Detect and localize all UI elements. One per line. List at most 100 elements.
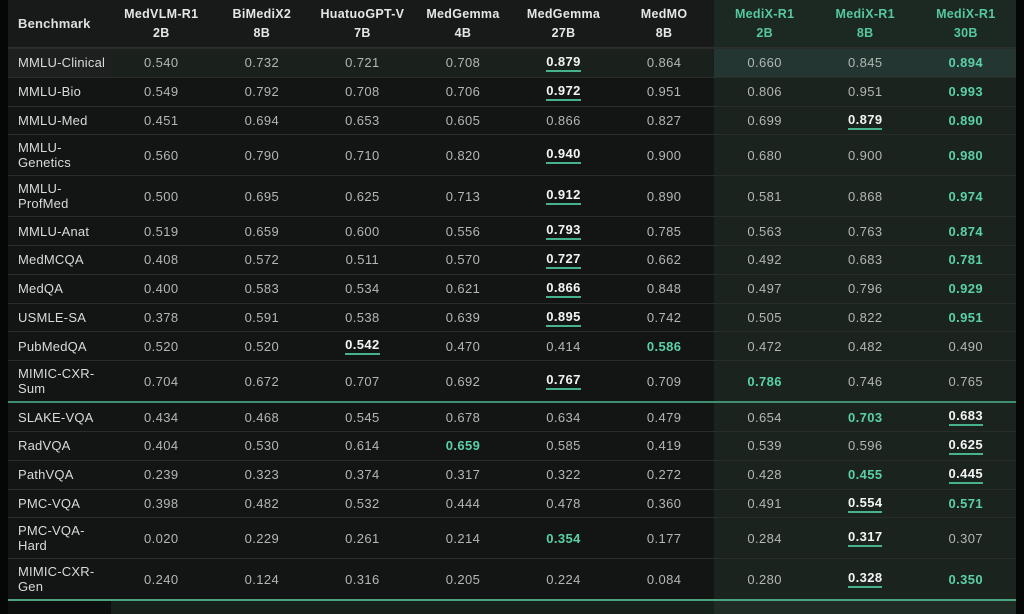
table-row-usmle-sa[interactable]: USMLE-SA 0.378 0.591 0.538 0.639 0.895 0.742 0.… [8, 302, 1016, 332]
metric-cell: 0.709 [646, 373, 682, 389]
metric-cell: 0.539 [714, 431, 815, 460]
benchmark-label: PubMedQA [18, 338, 87, 354]
metric-cell: 0.980 [915, 135, 1016, 176]
table-row-medmcqa[interactable]: MedMCQA 0.408 0.572 0.511 0.570 0.727 0.662 0.4… [8, 244, 1016, 274]
metric-cell: 0.765 [915, 361, 1016, 402]
metric-cell: 0.354 [546, 530, 581, 546]
benchmark-label: MIMIC-CXR-Sum [18, 366, 95, 397]
metric-cell: 0.272 [646, 467, 682, 483]
metric-cell: 0.479 [646, 409, 682, 425]
metric-cell: 0.707 [345, 373, 380, 389]
table-row-mmlu-anat[interactable]: MMLU-Anat 0.519 0.659 0.600 0.556 0.793 0.785 0… [8, 216, 1016, 245]
table-row-pubmedqa[interactable]: PubMedQA 0.520 0.520 0.542 0.470 0.414 0.586 0.… [8, 331, 1016, 361]
benchmark-label: MMLU-Anat [18, 223, 90, 239]
table-row-mimic-cxr-gen[interactable]: MIMIC-CXR-Gen 0.240 0.124 0.316 0.205 0.224 0.… [8, 558, 1016, 600]
benchmark-cell: MMLU-Anat [8, 217, 111, 245]
second-best-value: 0.445 [948, 466, 984, 484]
metric-cell: 0.786 [714, 361, 815, 402]
benchmark-cell: SLAKE-VQA [8, 403, 111, 431]
metric-cell: 0.472 [714, 332, 815, 361]
second-best-value: 0.727 [546, 251, 581, 269]
table-row-pathvqa[interactable]: PathVQA 0.239 0.323 0.374 0.317 0.322 0.272 0.4… [8, 459, 1016, 489]
table-row-radvqa[interactable]: RadVQA 0.404 0.530 0.614 0.659 0.585 0.419 0.53… [8, 430, 1016, 460]
model-size: 4B [454, 25, 472, 40]
metric-cell: 0.845 [814, 49, 916, 77]
column-header-bimedix2-8b[interactable]: BiMediX2 8B [212, 0, 313, 47]
metric-cell: 0.470 [445, 338, 481, 354]
metric-cell: 0.511 [345, 252, 380, 268]
metric-cell: 0.378 [144, 310, 179, 326]
second-best-value: 0.879 [546, 54, 581, 72]
metric-cell: 0.491 [714, 489, 815, 518]
metric-cell: 0.732 [211, 49, 313, 77]
metric-cell: 0.827 [646, 113, 682, 129]
model-size: 8B [253, 25, 271, 40]
metric-cell: 0.545 [345, 409, 380, 425]
column-header-medmo-8b[interactable]: MedMO 8B [614, 0, 715, 47]
metric-cell: 0.307 [915, 518, 1016, 559]
metric-cell: 0.708 [412, 49, 514, 77]
table-row-mmlu-genetics[interactable]: MMLU-Genetics 0.560 0.790 0.710 0.820 0.940 0.… [8, 134, 1016, 176]
column-header-medvlm-r1-2b[interactable]: MedVLM-R1 2B [111, 0, 212, 47]
metric-cell: 0.205 [445, 571, 481, 587]
second-best-value: 0.683 [948, 408, 984, 427]
metric-cell: 0.974 [915, 176, 1016, 217]
metric-cell: 0.224 [546, 571, 581, 587]
metric-cell: 0.280 [714, 559, 815, 600]
metric-cell: 0.520 [244, 338, 280, 354]
table-row-mmlu-med[interactable]: MMLU-Med 0.451 0.694 0.653 0.605 0.866 0.827 0.… [8, 105, 1016, 135]
metric-cell: 0.662 [646, 252, 682, 268]
table-row-mmlu-clinical[interactable]: MMLU-Clinical 0.540 0.732 0.721 0.708 0.879 0.… [8, 48, 1016, 77]
metric-cell: 0.654 [714, 403, 815, 431]
second-best-value: 0.940 [546, 146, 581, 165]
cutoff-cell [714, 601, 815, 614]
metric-cell: 0.317 [814, 518, 916, 559]
column-header-medix-r1-2b[interactable]: MediX-R1 2B [714, 0, 815, 47]
column-header-medgemma-4b[interactable]: MedGemma 4B [413, 0, 514, 47]
metric-cell: 0.660 [714, 49, 815, 77]
table-row-mmlu-bio[interactable]: MMLU-Bio 0.549 0.792 0.708 0.706 0.972 0.951 0.… [8, 76, 1016, 106]
model-name: MediX-R1 [936, 6, 996, 21]
cutoff-cell [211, 601, 313, 614]
benchmark-table: Benchmark MedVLM-R1 2B BiMediX2 8B HuatuoGPT… [8, 0, 1016, 614]
metric-cell: 0.699 [714, 106, 815, 135]
metric-cell: 0.781 [915, 245, 1016, 274]
model-name: MediX-R1 [734, 6, 795, 21]
metric-cell: 0.583 [244, 281, 280, 297]
metric-cell: 0.710 [345, 147, 380, 163]
table-row-mmlu-profmed[interactable]: MMLU-ProfMed 0.500 0.695 0.625 0.713 0.912 0.8… [8, 175, 1016, 217]
table-row-pmc-vqa[interactable]: PMC-VQA 0.398 0.482 0.532 0.444 0.478 0.360 0.4… [8, 488, 1016, 518]
second-best-value: 0.767 [546, 372, 581, 391]
column-header-medix-r1-30b[interactable]: MediX-R1 30B [915, 0, 1016, 47]
metric-cell: 0.540 [111, 49, 212, 77]
second-best-value: 0.625 [948, 437, 984, 455]
benchmark-cell: MedMCQA [8, 246, 111, 274]
column-header-huatuogpt-v-7b[interactable]: HuatuoGPT-V 7B [312, 0, 413, 47]
table-row-mimic-cxr-sum[interactable]: MIMIC-CXR-Sum 0.704 0.672 0.707 0.692 0.767 0.… [8, 360, 1016, 402]
metric-cell: 0.912 [513, 176, 614, 216]
metric-cell: 0.408 [144, 252, 179, 268]
metric-cell: 0.879 [513, 49, 614, 77]
cutoff-benchmark-cell [8, 601, 111, 614]
model-size: 8B [856, 25, 874, 40]
table-row-slake-vqa[interactable]: SLAKE-VQA 0.434 0.468 0.545 0.678 0.634 0.479 0… [8, 401, 1016, 431]
metric-cell: 0.703 [814, 403, 916, 431]
metric-cell: 0.316 [345, 571, 380, 587]
model-size: 30B [953, 25, 978, 40]
metric-cell: 0.822 [814, 303, 916, 332]
column-header-medix-r1-8b[interactable]: MediX-R1 8B [814, 0, 916, 47]
metric-cell: 0.820 [445, 147, 481, 163]
metric-cell: 0.972 [513, 78, 614, 106]
benchmark-label: USMLE-SA [18, 310, 87, 326]
metric-cell: 0.570 [445, 252, 481, 268]
column-header-medgemma-27b[interactable]: MedGemma 27B [513, 0, 614, 47]
metric-cell: 0.400 [144, 281, 179, 297]
benchmark-label: MMLU-ProfMed [18, 181, 69, 212]
second-best-value: 0.317 [847, 529, 883, 548]
metric-cell: 0.445 [915, 460, 1016, 489]
metric-cell: 0.659 [445, 438, 481, 454]
table-row-pmc-vqa-hard[interactable]: PMC-VQA-Hard 0.020 0.229 0.261 0.214 0.354 0.1… [8, 517, 1016, 559]
table-row-medqa[interactable]: MedQA 0.400 0.583 0.534 0.621 0.866 0.848 0.497… [8, 273, 1016, 303]
metric-cell: 0.455 [814, 460, 916, 489]
metric-cell: 0.323 [244, 467, 280, 483]
